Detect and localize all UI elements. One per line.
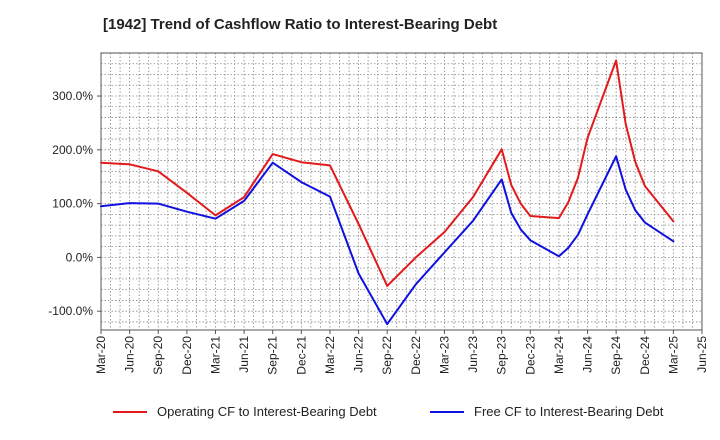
- x-tick-label: Mar-25: [666, 336, 680, 374]
- x-tick-label: Sep-23: [495, 336, 509, 375]
- legend-label-operating-cf: Operating CF to Interest-Bearing Debt: [157, 404, 377, 419]
- x-tick-label: Dec-23: [523, 336, 537, 375]
- x-tick-label: Jun-24: [581, 336, 595, 373]
- x-tick-label: Mar-22: [323, 336, 337, 374]
- x-tick-label: Dec-22: [409, 336, 423, 375]
- series-line-free-cf: [100, 155, 675, 326]
- legend-swatch-operating-cf: [113, 410, 147, 413]
- x-tick-label: Jun-22: [352, 336, 366, 373]
- x-tick-label: Dec-24: [638, 336, 652, 375]
- x-tick-label: Jun-20: [123, 336, 137, 373]
- x-tick-label: Sep-21: [266, 336, 280, 375]
- x-tick-label: Dec-21: [294, 336, 308, 375]
- x-tick-label: Sep-24: [609, 336, 623, 375]
- x-tick-label: Dec-20: [180, 336, 194, 375]
- x-tick-label: Sep-22: [380, 336, 394, 375]
- y-tick-label: 300.0%: [52, 89, 93, 103]
- legend-item-operating-cf: Operating CF to Interest-Bearing Debt: [113, 404, 377, 419]
- y-tick-label: -100.0%: [48, 304, 93, 318]
- plot-frame: [100, 52, 703, 331]
- y-tick-label: 100.0%: [52, 197, 93, 211]
- chart-title: [1942] Trend of Cashflow Ratio to Intere…: [103, 16, 498, 33]
- x-tick-label: Mar-21: [208, 336, 222, 374]
- y-tick-label: 200.0%: [52, 143, 93, 157]
- x-tick-label: Mar-20: [94, 336, 108, 374]
- legend-label-free-cf: Free CF to Interest-Bearing Debt: [474, 404, 664, 419]
- x-tick-label: Jun-21: [237, 336, 251, 373]
- x-tick-label: Mar-23: [437, 336, 451, 374]
- legend-swatch-free-cf: [430, 410, 464, 413]
- series-line-operating-cf: [100, 59, 675, 287]
- legend: Operating CF to Interest-Bearing Debt Fr…: [0, 404, 720, 428]
- legend-item-free-cf: Free CF to Interest-Bearing Debt: [430, 404, 663, 419]
- x-tick-label: Mar-24: [552, 336, 566, 374]
- x-tick-label: Jun-25: [695, 336, 709, 373]
- x-tick-label: Jun-23: [466, 336, 480, 373]
- x-tick-label: Sep-20: [151, 336, 165, 375]
- y-tick-label: 0.0%: [66, 250, 94, 264]
